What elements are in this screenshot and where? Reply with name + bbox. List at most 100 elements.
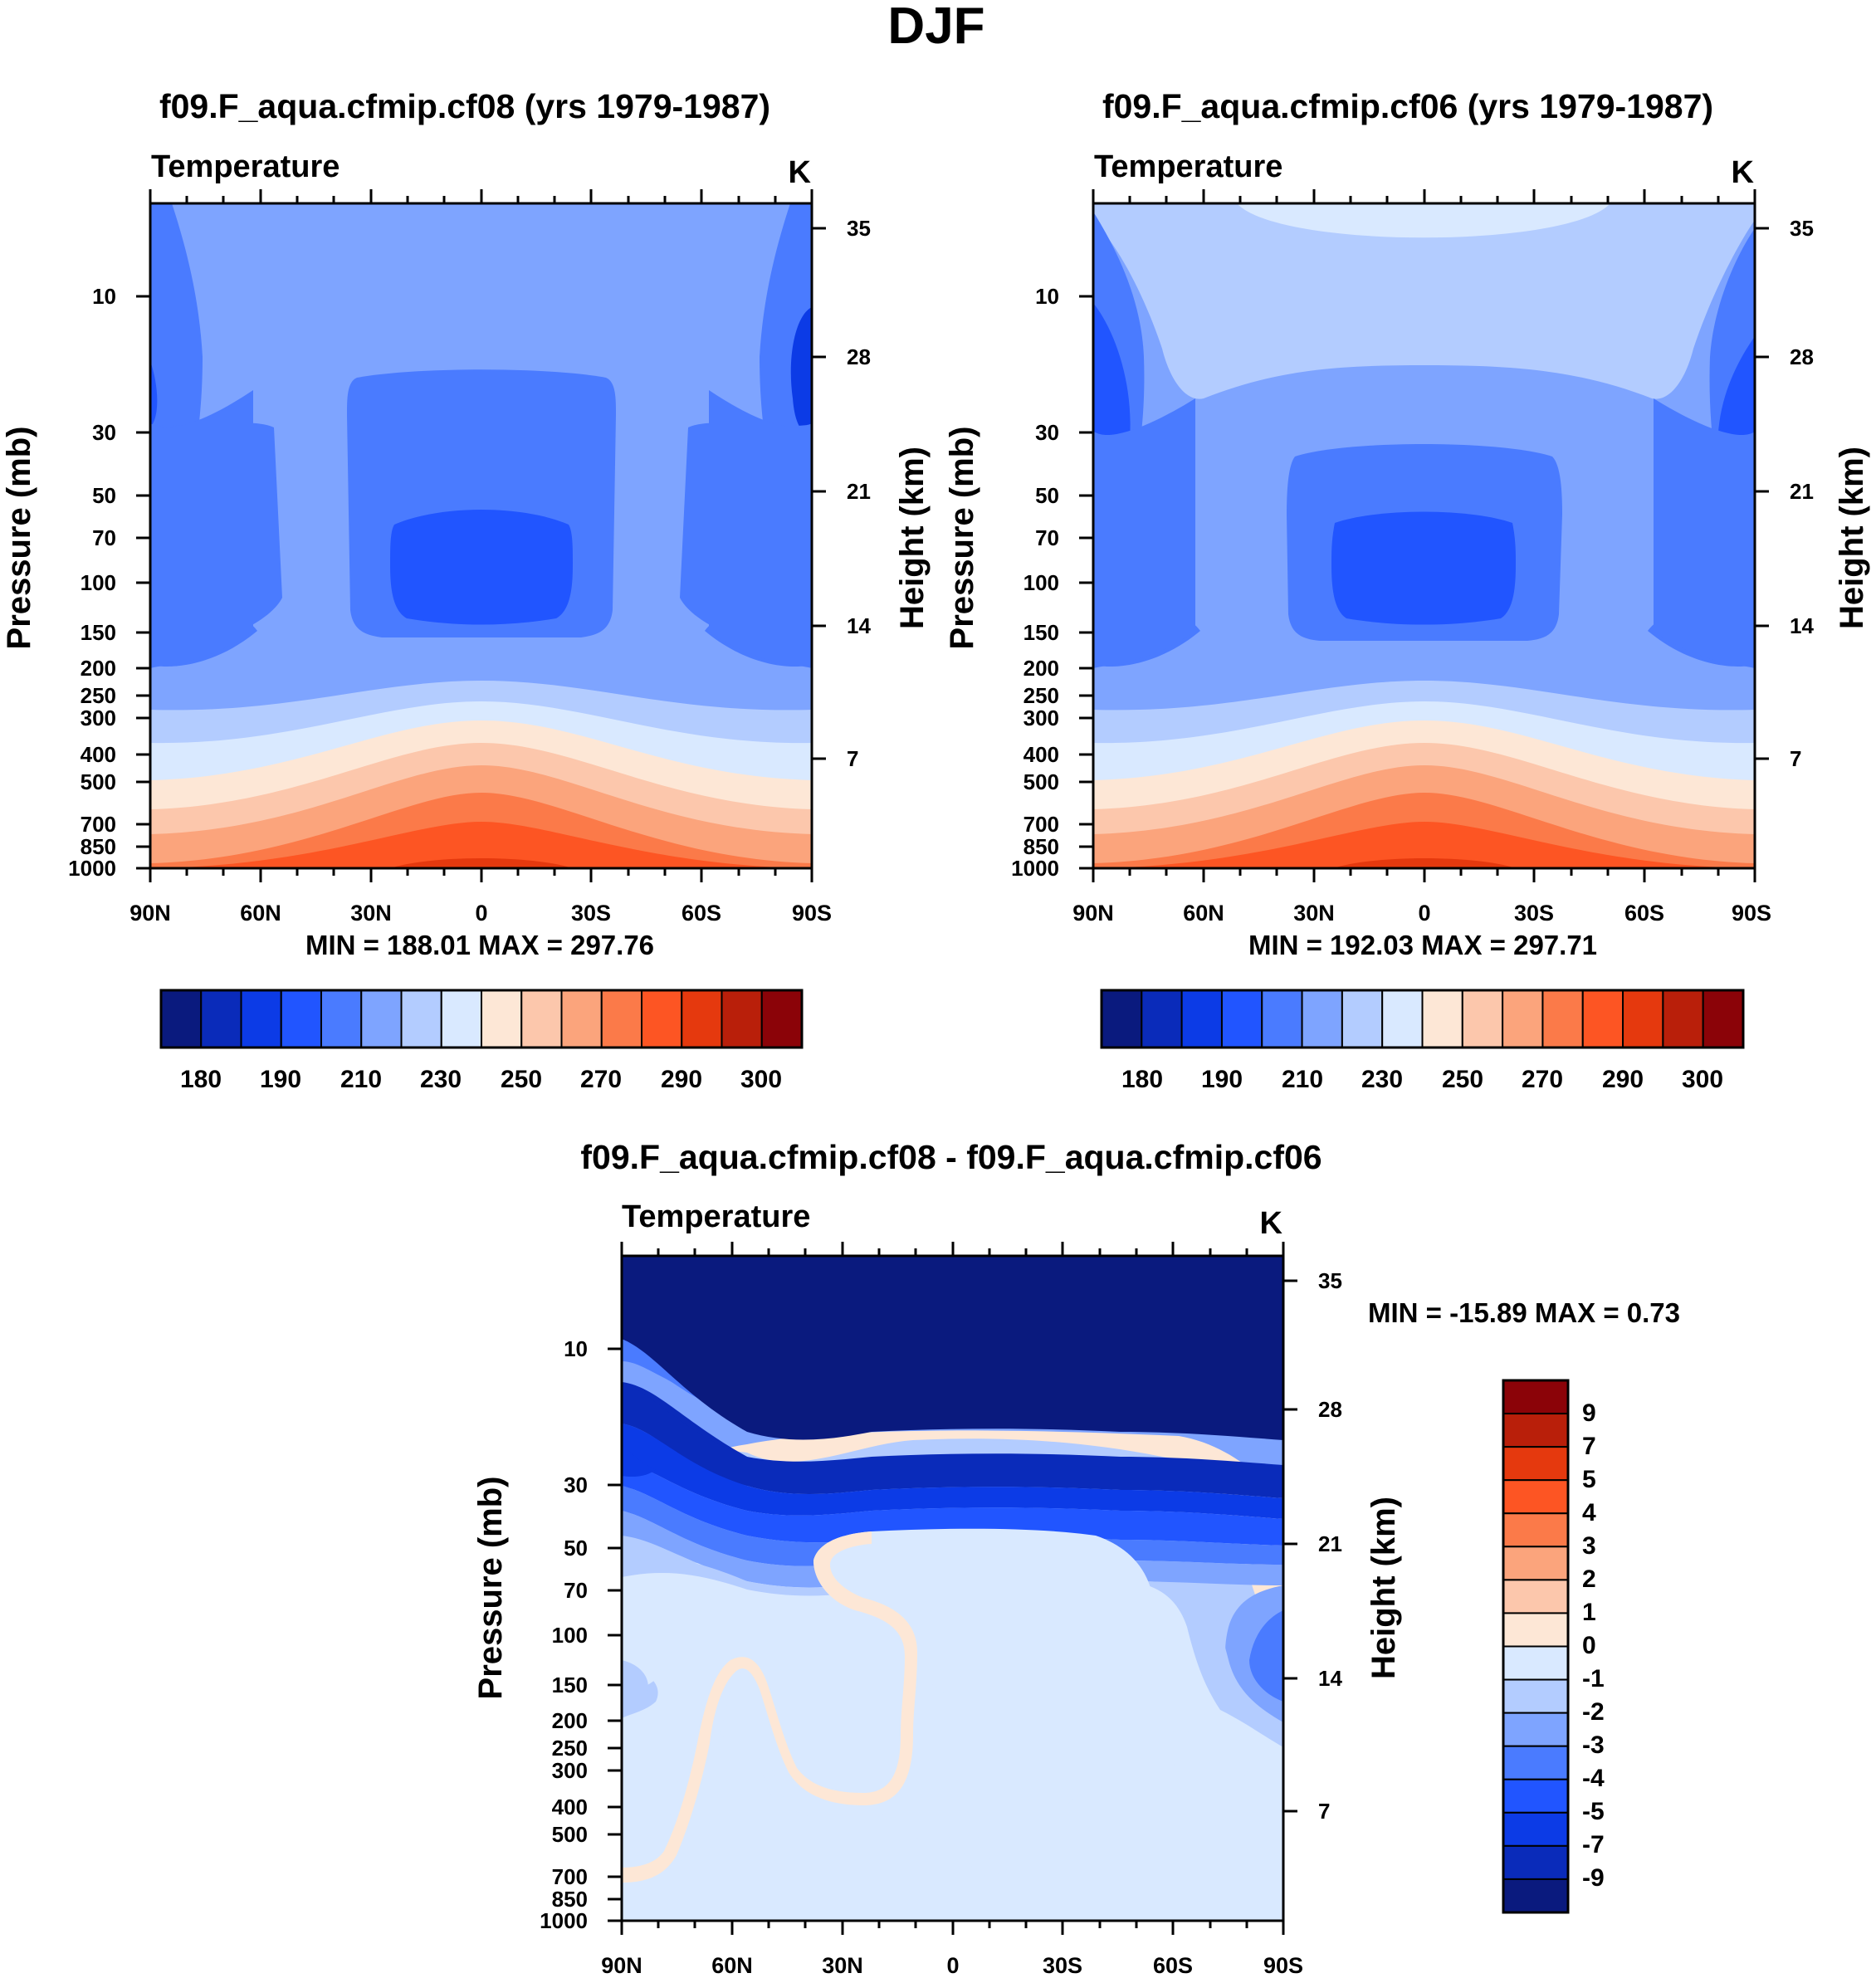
panel-3-height-tick-label: 28: [1318, 1397, 1342, 1422]
panel-1-height-tick-label: 14: [847, 613, 871, 638]
panel-1-colorbar-swatch: [280, 989, 322, 1048]
panel-1-colorbar-label: 230: [420, 1066, 462, 1093]
panel-1-colorbar-label: 270: [580, 1066, 622, 1093]
panel-2-colorbar-label: 290: [1602, 1066, 1644, 1093]
panel-1-ytick-label: 1000: [68, 856, 116, 881]
panel-1-colorbar-swatch: [600, 989, 642, 1048]
panel-3-colorbar-swatch: [1502, 1778, 1569, 1814]
panel-3-colorbar-swatch: [1502, 1479, 1569, 1515]
panel-2-xtick-label: 60S: [1624, 901, 1664, 926]
panel-3-colorbar-label: 4: [1582, 1499, 1596, 1526]
panel-2-colorbar-swatch: [1180, 989, 1223, 1048]
panel-2-colorbar-swatch: [1341, 989, 1384, 1048]
panel-2-colorbar-swatch: [1622, 989, 1664, 1048]
panel-2-colorbar-label: 180: [1121, 1066, 1163, 1093]
panel-3-ytick-label: 150: [552, 1673, 588, 1697]
panel-2-y-right-tick-labels: 35 28 21 14 7: [1790, 216, 1814, 771]
panel-2-colorbar-swatch: [1421, 989, 1463, 1048]
panel-2-colorbar-swatch: [1261, 989, 1303, 1048]
panel-2-colorbar-swatch: [1461, 989, 1504, 1048]
panel-3-ytick-label: 70: [564, 1578, 588, 1603]
panel-1-colorbar-swatch: [681, 989, 723, 1048]
panel-2-colorbar-label: 210: [1282, 1066, 1323, 1093]
panel-3-variable-label: Temperature: [622, 1199, 810, 1234]
panel-2-ytick-label: 500: [1023, 769, 1059, 794]
panel-1-ytick-label: 850: [81, 834, 116, 859]
panel-1-contour-field: [150, 203, 812, 868]
panel-1-ytick-label: 500: [81, 769, 116, 794]
panel-2-colorbar: 180 190 210 230 250 270 290 300: [1100, 989, 1745, 1093]
panel-3-xtick-label: 90S: [1263, 1953, 1303, 1978]
panel-2-colorbar-swatch: [1141, 989, 1183, 1048]
panel-1-ytick-label: 10: [92, 284, 116, 309]
panel-2-y-right-axis-label: Height (km): [1834, 447, 1870, 629]
panel-3-height-tick-label: 21: [1318, 1531, 1342, 1556]
panel-3-ytick-label: 50: [564, 1536, 588, 1560]
panel-3-ytick-label: 500: [552, 1822, 588, 1847]
panel-3-xtick-label: 30N: [822, 1953, 863, 1978]
panel-2-xtick-label: 60N: [1183, 901, 1224, 926]
panel-3-colorbar-label: -5: [1582, 1798, 1605, 1825]
panel-3-colorbar-label: 5: [1582, 1466, 1596, 1493]
panel-3-y-tick-labels: 10 30 50 70 100 150 200 250 300 400 500 …: [540, 1336, 588, 1933]
panel-2-x-tick-labels: 90N 60N 30N 0 30S 60S 90S: [1072, 901, 1771, 926]
panel-1-colorbar-swatch: [520, 989, 563, 1048]
panel-3-ytick-label: 200: [552, 1708, 588, 1733]
panel-3-colorbar-swatch: [1502, 1579, 1569, 1614]
panel-2-colorbar-swatch: [1662, 989, 1704, 1048]
panel-3-colorbar-swatch: [1502, 1380, 1569, 1415]
panel-3-x-tick-labels: 90N 60N 30N 0 30S 60S 90S: [601, 1953, 1303, 1978]
panel-1-xtick-label: 30S: [571, 901, 611, 926]
panel-3-colorbar-swatch: [1502, 1645, 1569, 1681]
panel-2-ytick-label: 150: [1023, 620, 1059, 645]
panel-2-colorbar-label: 190: [1201, 1066, 1243, 1093]
panel-2-colorbar-label: 300: [1682, 1066, 1723, 1093]
panel-1-colorbar-swatch: [320, 989, 363, 1048]
panel-2-colorbar-label: 270: [1522, 1066, 1563, 1093]
panel-2-xtick-label: 90S: [1732, 901, 1771, 926]
panel-3-xtick-label: 0: [946, 1953, 959, 1978]
panel-1-units-label: K: [789, 155, 812, 190]
panel-3-height-tick-label: 35: [1318, 1268, 1342, 1293]
panel-1-xtick-label: 60N: [240, 901, 281, 926]
panel-1-colorbar-swatch: [641, 989, 683, 1048]
panel-1-y-tick-labels: 10 30 50 70 100 150 200 250 300 400 500 …: [68, 284, 116, 881]
panel-3-colorbar-swatch: [1502, 1844, 1569, 1880]
panel-1-y-axis-label: Pressure (mb): [1, 427, 37, 650]
panel-2-contour-field: [1093, 203, 1755, 868]
panel-2-ytick-label: 1000: [1011, 856, 1059, 881]
panel-1-ytick-label: 250: [81, 683, 116, 708]
panel-3-colorbar-swatch: [1502, 1512, 1569, 1548]
panel-1-y-right-axis-label: Height (km): [894, 447, 931, 629]
panel-2-height-tick-label: 28: [1790, 344, 1814, 369]
panel-1-ytick-label: 300: [81, 706, 116, 730]
panel-3-colorbar-label: -7: [1582, 1831, 1605, 1858]
panel-2-ytick-label: 700: [1023, 812, 1059, 837]
panel-3-xtick-label: 30S: [1043, 1953, 1082, 1978]
panel-3-colorbar-label: 3: [1582, 1532, 1596, 1560]
panel-1-colorbar-label: 180: [180, 1066, 222, 1093]
panel-3-contour-field: [622, 1256, 1283, 1921]
panel-1-colorbar-swatch: [240, 989, 282, 1048]
panel-1-y-right-tick-labels: 35 28 21 14 7: [847, 216, 871, 771]
panel-2-colorbar-swatch: [1381, 989, 1424, 1048]
panel-2-colorbar-swatch: [1541, 989, 1584, 1048]
panel-1-ytick-label: 400: [81, 742, 116, 767]
panel-2-ytick-label: 100: [1023, 570, 1059, 595]
panel-2-ytick-label: 300: [1023, 706, 1059, 730]
panel-1-xtick-label: 90N: [129, 901, 171, 926]
panel-3-ytick-label: 1000: [540, 1908, 588, 1933]
panel-2-colorbar-swatch: [1220, 989, 1263, 1048]
panel-3-title: f09.F_aqua.cfmip.cf08 - f09.F_aqua.cfmip…: [580, 1138, 1322, 1176]
panel-2-ticks: [1079, 189, 1769, 882]
panel-2-ytick-label: 70: [1035, 525, 1059, 550]
panel-2-colorbar-label: 230: [1361, 1066, 1403, 1093]
panel-1-colorbar-swatch: [481, 989, 523, 1048]
panel-1-height-tick-label: 35: [847, 216, 871, 241]
panel-1-variable-label: Temperature: [151, 149, 340, 184]
panel-3-colorbar-label: -9: [1582, 1864, 1605, 1892]
panel-2-title: f09.F_aqua.cfmip.cf06 (yrs 1979-1987): [1102, 87, 1713, 125]
panel-1-colorbar-swatch: [400, 989, 442, 1048]
panel-1-ticks: [136, 189, 826, 882]
